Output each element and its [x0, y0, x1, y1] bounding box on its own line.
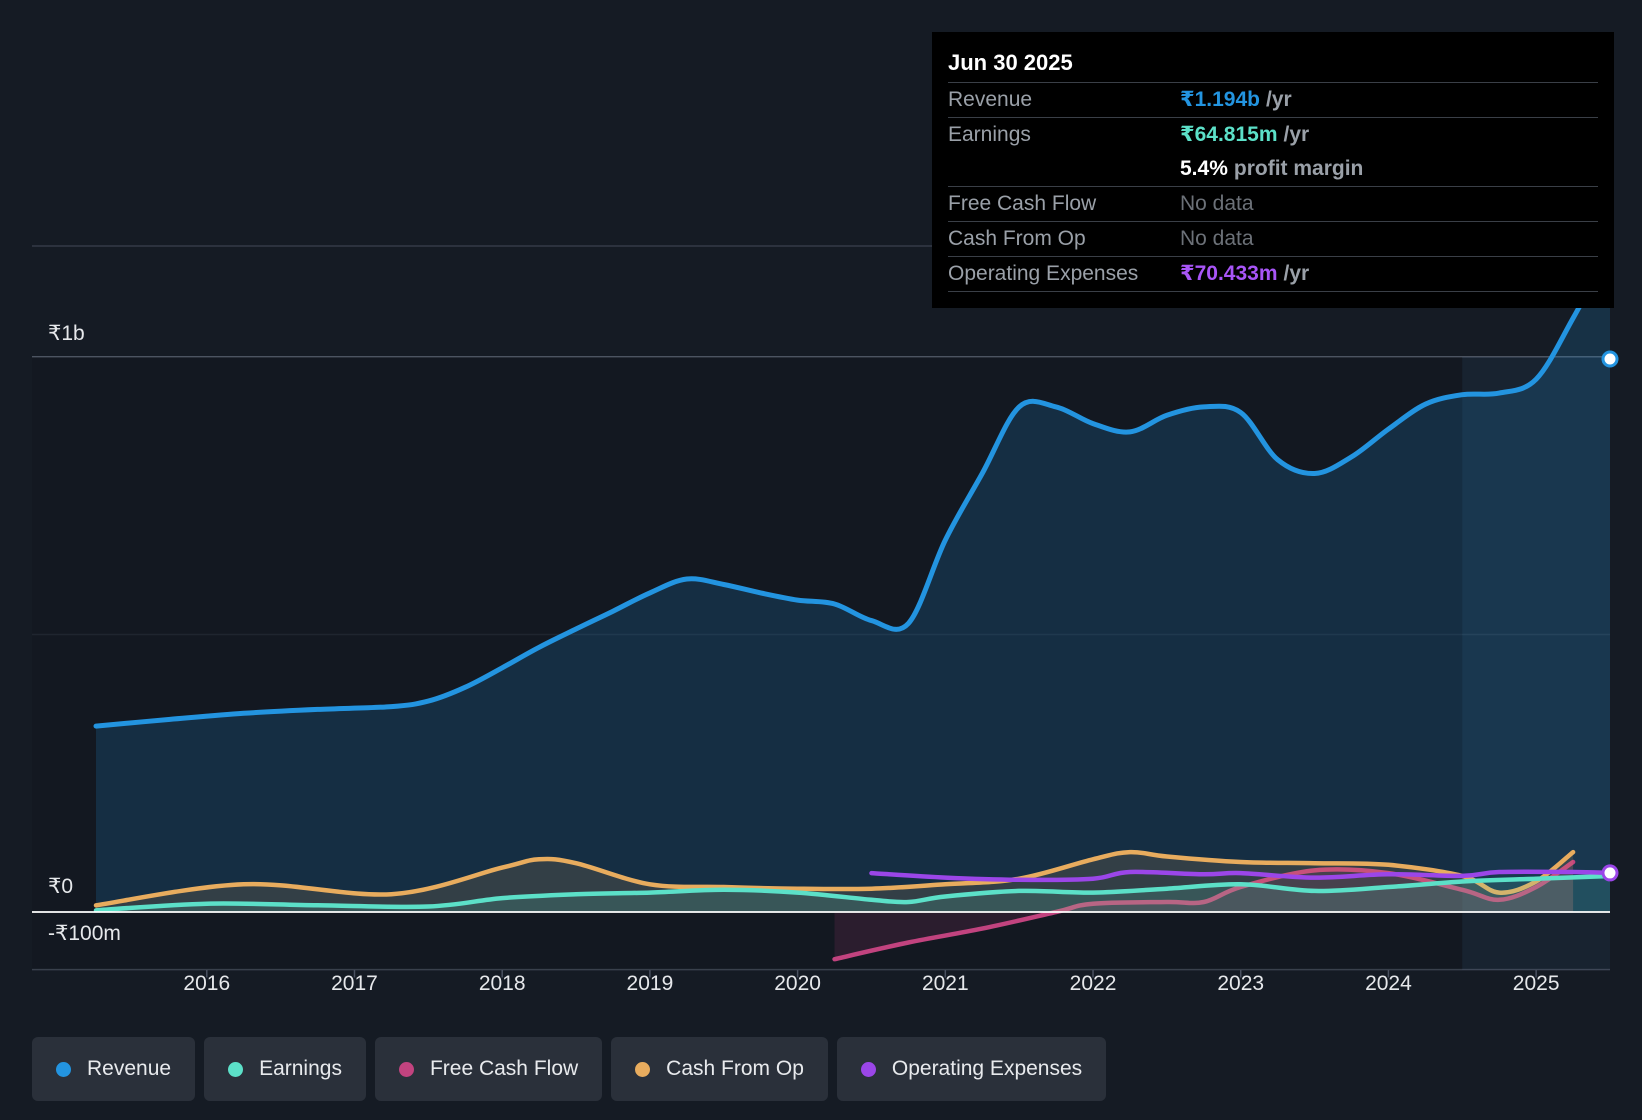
tooltip-unit-revenue: /yr — [1266, 88, 1292, 111]
legend-dot-icon — [398, 1061, 414, 1077]
legend-dot-icon — [228, 1061, 244, 1077]
legend-item-revenue[interactable]: Revenue — [32, 1037, 196, 1101]
series-line-cash-from-op — [93, 849, 1576, 908]
revenue-end-marker — [1601, 350, 1619, 368]
gridlines — [32, 245, 1610, 971]
x-tick-label: 2024 — [1365, 972, 1412, 995]
tooltip-unit-opex: /yr — [1283, 262, 1310, 285]
legend-item-free-cash-flow[interactable]: Free Cash Flow — [374, 1037, 603, 1101]
legend-item-operating-expenses[interactable]: Operating Expenses — [836, 1037, 1107, 1101]
legend-dot-icon — [56, 1061, 71, 1077]
x-tick-label: 2021 — [922, 972, 969, 995]
tooltip-row-margin: 5.4% profit margin — [948, 152, 1598, 186]
series-line-free-cash-flow — [832, 859, 1576, 962]
x-tick-label: 2019 — [627, 972, 674, 995]
tooltip-unit-margin: profit margin — [1233, 157, 1364, 180]
tooltip-value-revenue: ₹1.194b — [1180, 88, 1260, 111]
tooltip-label-fcf: Free Cash Flow — [948, 192, 1097, 215]
legend-label-operating-expenses: Operating Expenses — [891, 1057, 1083, 1080]
x-tick-label: 2025 — [1513, 972, 1560, 995]
tooltip-unit-earnings: /yr — [1283, 123, 1310, 146]
legend-dot-icon — [635, 1061, 651, 1077]
legend-label-free-cash-flow: Free Cash Flow — [429, 1057, 579, 1080]
legend-label-cash-from-op: Cash From Op — [666, 1057, 804, 1080]
tooltip-value-opex: ₹70.433m — [1180, 262, 1278, 285]
tooltip-divider — [948, 291, 1598, 292]
series-line-operating-expenses — [869, 869, 1613, 883]
y-axis-label-zero: ₹0 — [48, 875, 73, 898]
series-layer — [32, 246, 1619, 962]
x-tick-label: 2018 — [479, 972, 526, 995]
legend-item-cash-from-op[interactable]: Cash From Op — [611, 1037, 828, 1101]
series-area-revenue — [96, 249, 1610, 913]
tooltip-row-opex: Operating Expenses ₹70.433m /yr — [948, 256, 1598, 291]
tooltip-row-earnings: Earnings ₹64.815m /yr — [948, 117, 1598, 152]
x-tick-label: 2020 — [774, 972, 821, 995]
x-tick-label: 2023 — [1217, 972, 1264, 995]
y-axis-label-top: ₹1b — [48, 322, 85, 345]
forecast-highlight-region — [1462, 357, 1610, 970]
tooltip-value-fcf: No data — [1180, 192, 1254, 215]
series-area-cash-from-op — [96, 852, 1574, 912]
chart-legend: Revenue Earnings Free Cash Flow Cash Fro… — [32, 1037, 1107, 1101]
tooltip-panel: Jun 30 2025 Revenue ₹1.194b /yr Earnings… — [932, 32, 1614, 308]
x-tick-label: 2017 — [331, 972, 378, 995]
series-line-revenue — [93, 246, 1613, 729]
financial-chart: 2016 2017 2018 2019 2020 2021 2022 2023 2024 2025… — [32, 245, 1619, 995]
legend-item-earnings[interactable]: Earnings — [204, 1037, 366, 1101]
tooltip-label-cfo: Cash From Op — [948, 227, 1086, 250]
y-axis-label-bottom: -₹100m — [48, 922, 121, 945]
legend-label-revenue: Revenue — [87, 1057, 172, 1080]
tooltip-label-opex: Operating Expenses — [948, 262, 1139, 285]
tooltip-label-revenue: Revenue — [948, 88, 1033, 111]
tooltip-value-earnings: ₹64.815m — [1180, 123, 1278, 146]
tooltip-date: Jun 30 2025 — [948, 50, 1073, 75]
x-axis: 2016 2017 2018 2019 2020 2021 2022 2023 2024 2025 — [183, 969, 1560, 995]
tooltip-row-cfo: Cash From Op No data — [948, 221, 1598, 256]
legend-label-earnings: Earnings — [259, 1057, 342, 1080]
tooltip-row-revenue: Revenue ₹1.194b /yr — [948, 82, 1598, 117]
tooltip-value-margin: 5.4% — [1180, 157, 1228, 180]
history-region — [32, 357, 1463, 970]
tooltip-label-earnings: Earnings — [948, 123, 1031, 146]
x-tick-label: 2022 — [1070, 972, 1117, 995]
series-line-earnings — [93, 873, 1613, 913]
legend-dot-icon — [860, 1061, 876, 1077]
tooltip-value-cfo: No data — [1180, 227, 1254, 250]
tooltip-row-fcf: Free Cash Flow No data — [948, 186, 1598, 221]
x-tick-label: 2016 — [183, 972, 230, 995]
opex-end-marker — [1601, 864, 1619, 882]
